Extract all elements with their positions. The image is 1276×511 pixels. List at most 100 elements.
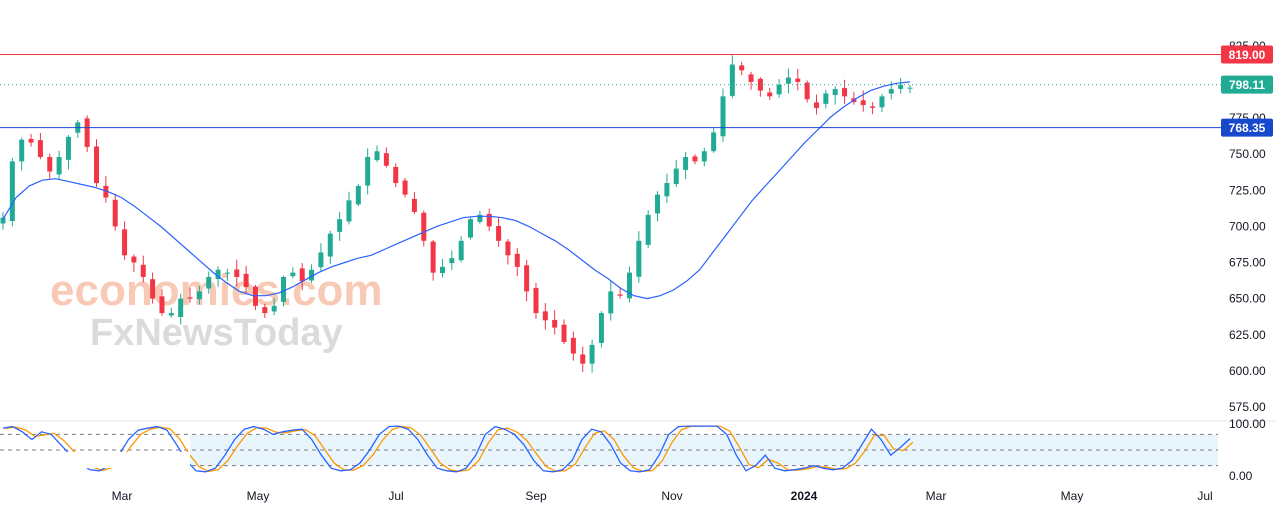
oscillator-d-line xyxy=(5,425,914,473)
time-axis-label: Mar xyxy=(112,489,133,503)
candle-body xyxy=(374,151,380,161)
candle-body xyxy=(393,166,399,184)
oscillator-axis-label: 0.00 xyxy=(1229,469,1253,483)
candle-body xyxy=(888,89,894,94)
time-axis-label: May xyxy=(1061,489,1084,503)
candle-body xyxy=(94,146,100,184)
candle-body xyxy=(711,132,717,152)
price-tick-label: 700.00 xyxy=(1229,219,1266,233)
oscillator-label-mask xyxy=(0,452,190,468)
price-tick-label: 675.00 xyxy=(1229,256,1266,270)
candle-body xyxy=(290,272,296,277)
time-axis-label: May xyxy=(247,489,270,503)
candle-body xyxy=(327,233,333,257)
watermark: economies.com FxNewsToday xyxy=(50,266,383,354)
candle-body xyxy=(795,78,801,82)
candle-body xyxy=(168,313,174,316)
candle-body xyxy=(234,269,240,277)
candle-body xyxy=(187,297,193,299)
price-tick-label: 625.00 xyxy=(1229,328,1266,342)
candle-body xyxy=(131,256,137,263)
candle-body xyxy=(626,272,632,299)
price-label-box xyxy=(1221,118,1273,137)
candle-body xyxy=(439,266,445,274)
candle-body xyxy=(458,240,464,261)
candle-body xyxy=(842,88,848,97)
candle-body xyxy=(299,268,305,282)
candle-body xyxy=(84,118,90,147)
candle-body xyxy=(318,252,324,268)
candle-body xyxy=(206,276,212,289)
candle-body xyxy=(309,269,315,281)
time-axis-label: 2024 xyxy=(791,489,818,503)
candle-body xyxy=(355,185,361,205)
candle-body xyxy=(598,313,604,343)
price-label-box xyxy=(1221,45,1273,64)
price-label-box xyxy=(1221,75,1273,94)
price-tick-label: 600.00 xyxy=(1229,364,1266,378)
axes: 825.00800.00775.00750.00725.00700.00675.… xyxy=(0,39,1276,503)
candle-body xyxy=(617,294,623,296)
candle-body xyxy=(813,102,819,108)
price-tick-label: 575.00 xyxy=(1229,400,1266,414)
candle-body xyxy=(271,305,277,312)
watermark-fxnewstoday: FxNewsToday xyxy=(90,312,343,354)
candle-body xyxy=(337,219,343,232)
price-tick-label: 725.00 xyxy=(1229,183,1266,197)
candle-body xyxy=(103,185,109,198)
candle-body xyxy=(505,241,511,256)
candle-body xyxy=(449,258,455,264)
candle-body xyxy=(383,153,389,166)
candle-body xyxy=(262,307,268,314)
price-label-text: 819.00 xyxy=(1229,48,1266,62)
candle-body xyxy=(524,265,530,292)
candle-body xyxy=(879,96,885,108)
candle-body xyxy=(664,183,670,197)
candle-body xyxy=(47,157,53,172)
candle-body xyxy=(365,157,371,186)
candle-body xyxy=(215,269,221,280)
candle-body xyxy=(832,89,838,96)
price-label-text: 768.35 xyxy=(1229,121,1266,135)
candle-body xyxy=(224,272,230,274)
candle-body xyxy=(402,180,408,195)
time-axis-label: Jul xyxy=(388,489,403,503)
candle-body xyxy=(552,319,558,328)
candle-body xyxy=(898,84,904,89)
candle-body xyxy=(589,344,595,364)
time-axis-label: Jul xyxy=(1197,489,1212,503)
candle-body xyxy=(570,337,576,354)
candle-body xyxy=(608,291,614,314)
candle-body xyxy=(196,291,202,300)
candle-body xyxy=(496,226,502,241)
candle-body xyxy=(486,213,492,227)
candle-body xyxy=(9,161,15,222)
candle-body xyxy=(421,212,427,241)
candle-body xyxy=(112,199,118,227)
candle-body xyxy=(729,64,735,96)
candle-body xyxy=(150,279,156,299)
oscillator-pane xyxy=(0,425,1218,473)
candle-body xyxy=(655,194,661,214)
candle-body xyxy=(692,156,698,162)
candle-body xyxy=(37,140,43,158)
candle-body xyxy=(243,273,249,288)
candle-body xyxy=(823,93,829,104)
candle-body xyxy=(804,82,810,100)
candle-body xyxy=(720,96,726,137)
price-pane xyxy=(0,53,1221,373)
candle-body xyxy=(776,84,782,95)
candle-body xyxy=(140,264,146,277)
candle-body xyxy=(19,139,25,162)
candle-body xyxy=(0,217,6,224)
time-axis-label: Mar xyxy=(926,489,947,503)
candle-body xyxy=(28,138,34,143)
candle-body xyxy=(430,241,436,273)
candle-body xyxy=(701,151,707,162)
candle-body xyxy=(683,157,689,170)
candle-body xyxy=(159,296,165,314)
candle-body xyxy=(514,253,520,267)
oscillator-axis-label: 100.00 xyxy=(1229,417,1266,431)
